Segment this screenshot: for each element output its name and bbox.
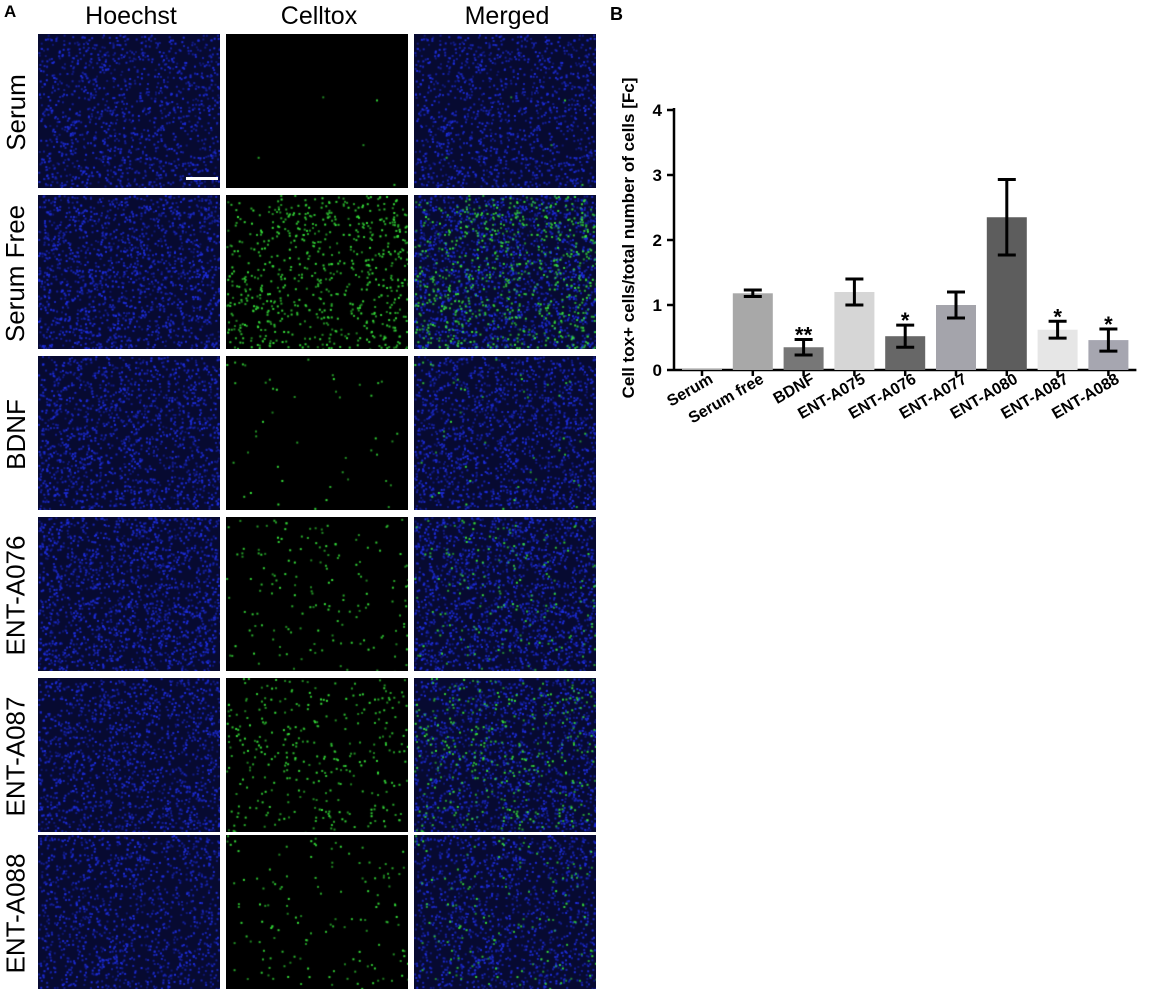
bar-bdnf — [783, 347, 824, 370]
bar-serum — [682, 368, 722, 370]
row-label-serum: Serum — [0, 73, 31, 151]
micrograph-hoechst-ent-a087 — [38, 678, 220, 832]
row-label-ent-a087: ENT-A087 — [0, 696, 31, 816]
significance-ent-a087: * — [1053, 304, 1062, 329]
micrograph-hoechst-bdnf — [38, 356, 220, 510]
panel-b-letter: B — [610, 4, 623, 24]
row-label-ent-a076: ENT-A076 — [0, 535, 31, 655]
micrograph-merged-serum — [414, 34, 596, 188]
column-header-merged: Merged — [464, 2, 550, 30]
micrograph-merged-ent-a087 — [414, 678, 596, 832]
significance-bdnf: ** — [795, 322, 813, 347]
micrograph-celltox-ent-a088 — [226, 835, 408, 989]
micrograph-merged-serum-free — [414, 195, 596, 349]
y-axis-label: Cell tox+ cells/total number of cells [F… — [619, 78, 638, 399]
column-header-celltox: Celltox — [280, 2, 358, 30]
micrograph-celltox-bdnf — [226, 356, 408, 510]
micrograph-celltox-ent-a087 — [226, 678, 408, 832]
micrograph-merged-ent-a076 — [414, 517, 596, 671]
panel-a-letter: A — [4, 2, 17, 21]
row-label-serum-free: Serum Free — [0, 204, 31, 342]
panel-b-bar-chart: B Cell tox+ cells/total number of cells [… — [610, 4, 1137, 427]
micrograph-celltox-ent-a076 — [226, 517, 408, 671]
y-tick-label-2: 2 — [653, 231, 662, 250]
micrograph-hoechst-ent-a088 — [38, 835, 220, 989]
micrograph-merged-bdnf — [414, 356, 596, 510]
significance-ent-a076: * — [901, 308, 910, 333]
micrograph-merged-ent-a088 — [414, 835, 596, 989]
y-tick-label-0: 0 — [653, 361, 662, 380]
y-tick-label-4: 4 — [653, 101, 663, 120]
micrograph-celltox-serum — [226, 34, 408, 188]
scale-bar — [186, 177, 218, 180]
bar-serum-free — [732, 293, 773, 370]
significance-ent-a088: * — [1104, 312, 1113, 337]
y-tick-label-3: 3 — [653, 166, 662, 185]
row-label-ent-a088: ENT-A088 — [0, 853, 31, 973]
y-tick-label-1: 1 — [653, 296, 662, 315]
micrograph-hoechst-serum-free — [38, 195, 220, 349]
micrograph-celltox-serum-free — [226, 195, 408, 349]
column-header-hoechst: Hoechst — [85, 2, 177, 30]
row-label-bdnf: BDNF — [0, 398, 31, 470]
micrograph-hoechst-ent-a076 — [38, 517, 220, 671]
micrograph-hoechst-serum — [38, 34, 220, 188]
